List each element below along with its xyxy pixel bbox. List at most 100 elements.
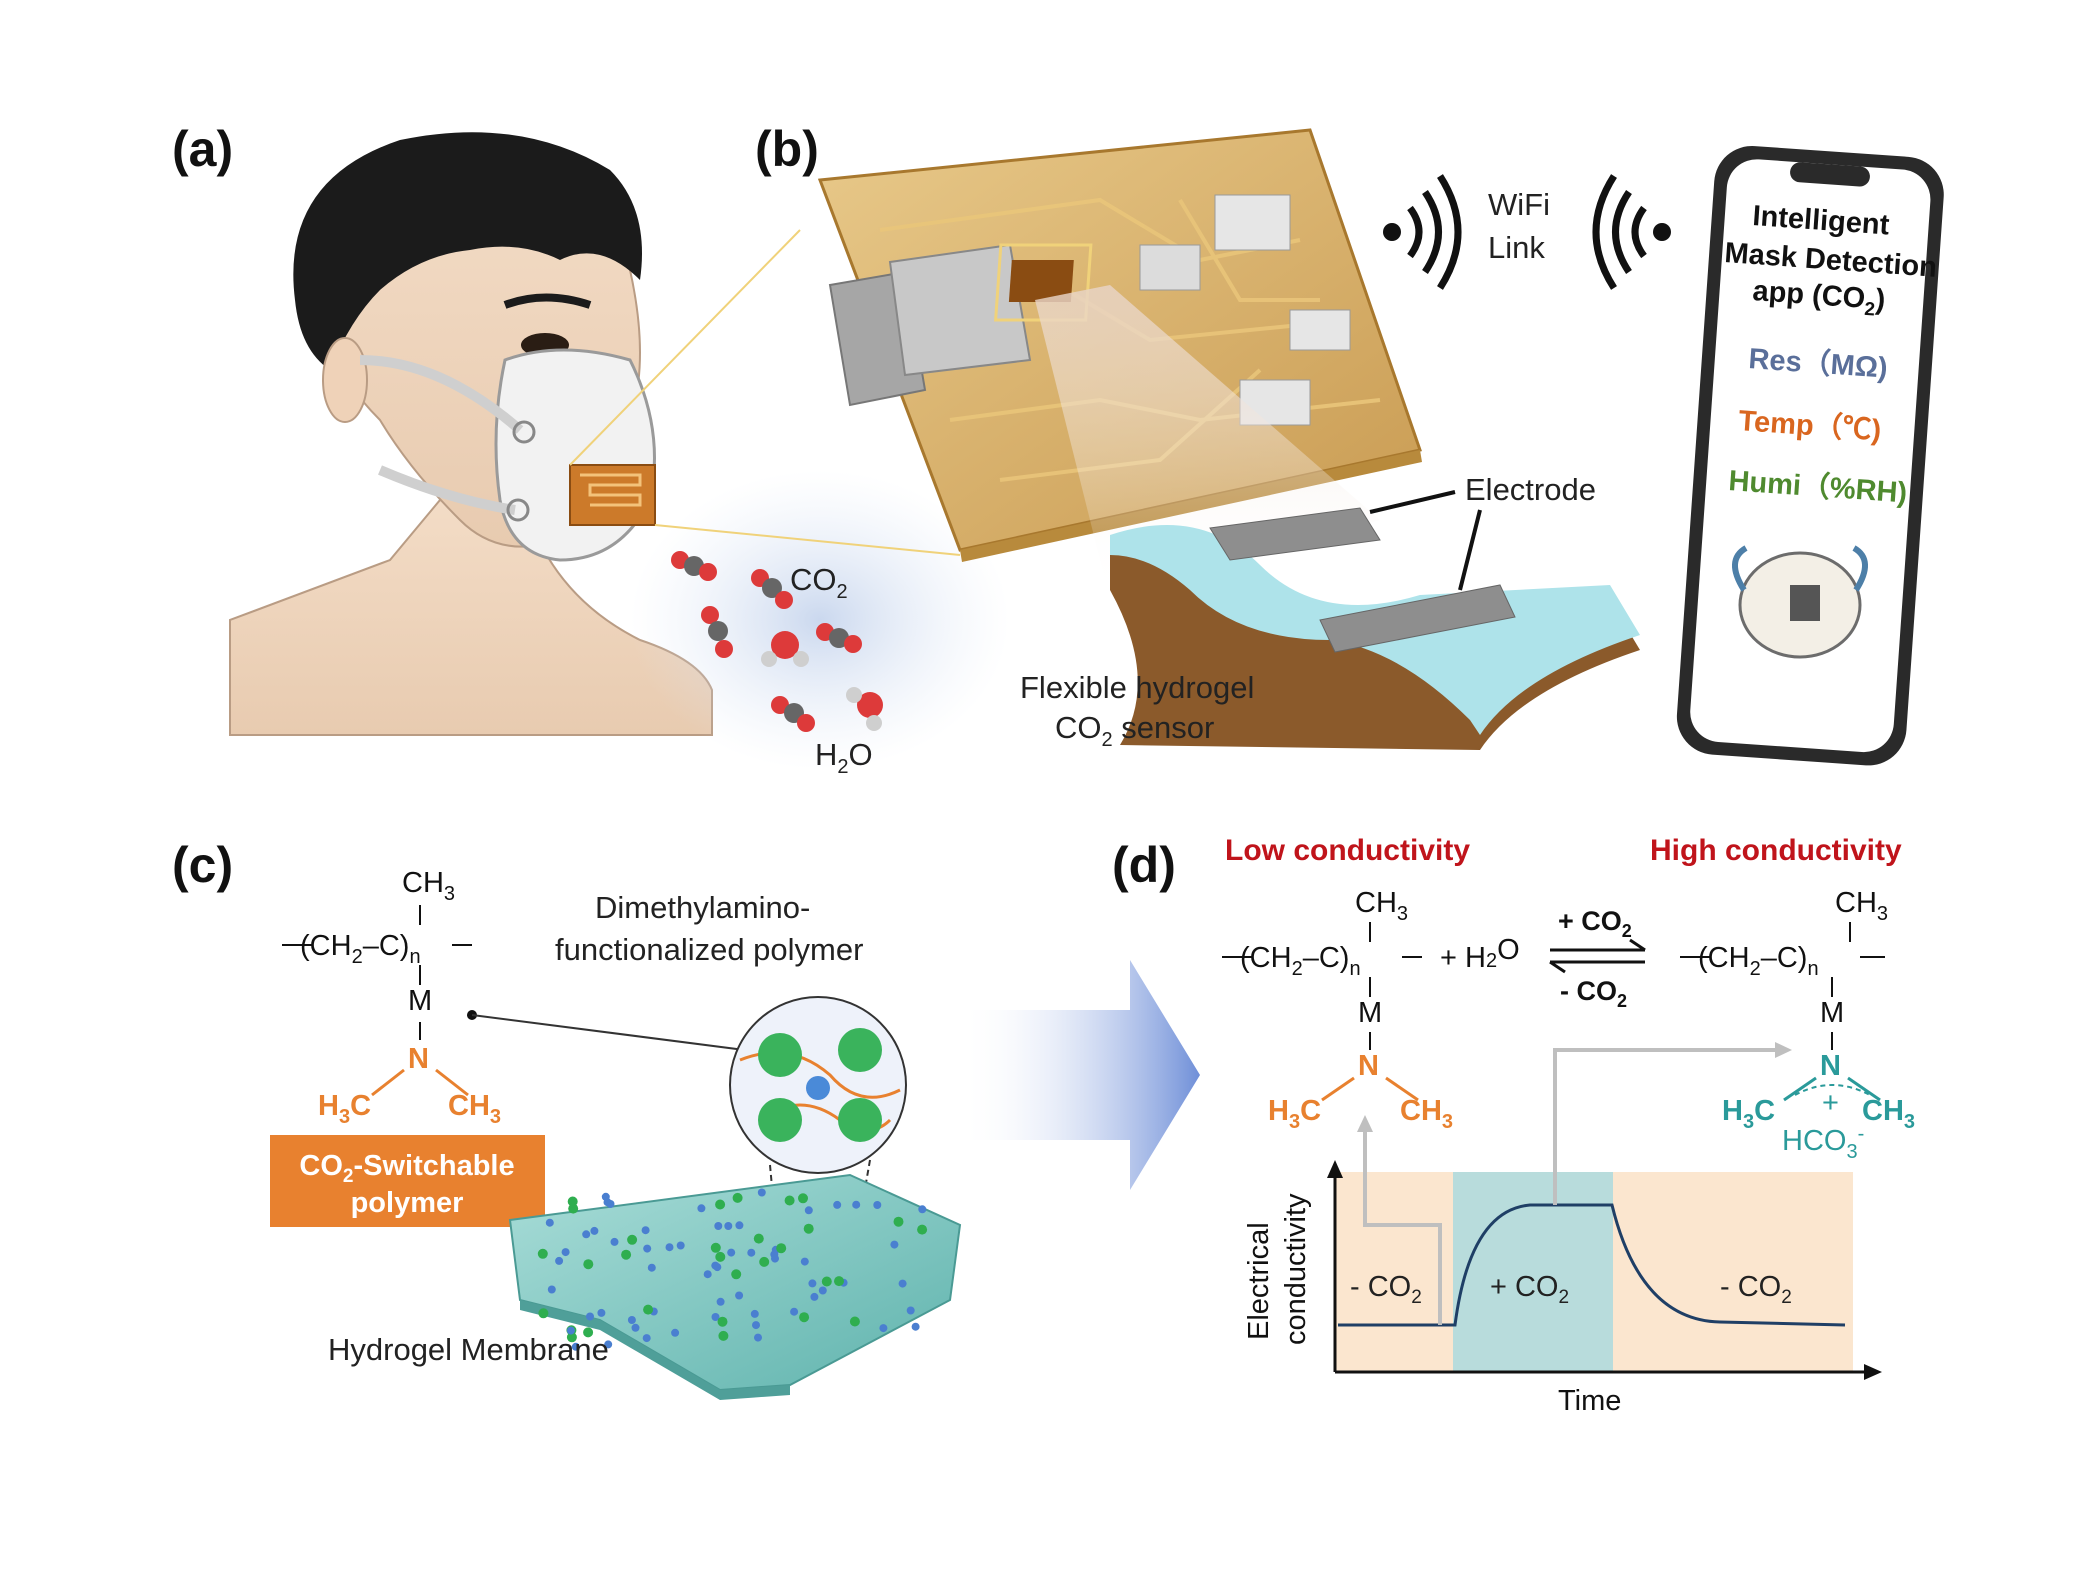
membrane-particle	[808, 1279, 817, 1288]
polymer-desc-line2: functionalized polymer	[555, 932, 863, 967]
membrane-particle	[547, 1285, 556, 1294]
svg-text:H3C: H3C	[1722, 1095, 1775, 1133]
high-conductivity-label: High conductivity	[1650, 834, 1902, 867]
hydrogel-membrane	[508, 1173, 962, 1400]
app-title-line3: app (CO2)	[1751, 275, 1886, 321]
membrane-particle	[732, 1192, 743, 1203]
membrane-particle	[800, 1257, 809, 1266]
reverse-co2-label: - CO2	[1560, 976, 1627, 1011]
membrane-particle	[583, 1259, 594, 1270]
low-conductivity-label: Low conductivity	[1225, 834, 1470, 867]
membrane-particle	[834, 1276, 844, 1287]
svg-text:N: N	[1820, 1050, 1841, 1082]
membrane-particle	[759, 1256, 770, 1267]
membrane-particle	[873, 1201, 882, 1209]
membrane-particle	[747, 1248, 756, 1257]
svg-text:CH3: CH3	[448, 1090, 501, 1128]
electrode-1	[1209, 507, 1381, 561]
electrode-label: Electrode	[1465, 472, 1596, 507]
hair	[293, 132, 642, 370]
polymer-desc-line1: Dimethylamino-	[595, 890, 810, 925]
membrane-particle	[610, 1237, 619, 1246]
conductivity-curve	[1338, 1203, 1846, 1327]
membrane-particle	[879, 1324, 888, 1333]
membrane-particle	[776, 1243, 787, 1254]
flexible-hydrogel-sensor	[1110, 507, 1640, 750]
polymer-pointer-line	[471, 1014, 761, 1053]
membrane-particle	[890, 1240, 899, 1249]
membrane-particle	[731, 1269, 742, 1280]
svg-text:CH3: CH3	[402, 867, 455, 905]
h2o-label: H2O	[815, 737, 873, 778]
svg-text:(CH2–C)n: (CH2–C)n	[300, 930, 421, 968]
membrane-particle	[818, 1286, 827, 1295]
electrode-pointer-1	[1369, 490, 1456, 514]
membrane-particle	[641, 1226, 650, 1235]
membrane-particle	[757, 1188, 766, 1197]
membrane-particle	[571, 1342, 580, 1351]
membrane-particle	[715, 1199, 726, 1210]
membrane-particle	[750, 1309, 759, 1318]
region3-label: - CO2	[1720, 1271, 1792, 1308]
connector-low	[1363, 1125, 1442, 1325]
membrane-particle	[643, 1244, 652, 1253]
x-axis-label: Time	[1558, 1385, 1621, 1417]
membrane-particle	[754, 1333, 762, 1342]
electrode-2	[1319, 584, 1516, 653]
person-illustration	[229, 132, 713, 736]
membrane-particle	[752, 1321, 760, 1330]
svg-text:M: M	[1820, 997, 1844, 1029]
transition-arrow	[960, 960, 1200, 1190]
svg-text:N: N	[408, 1043, 429, 1075]
conductivity-chart: - CO2 + CO2 - CO2 Electrical conductivit…	[1243, 1042, 1882, 1417]
zoom-lines-a-b	[569, 229, 961, 556]
membrane-particle	[718, 1330, 729, 1341]
plus-h2o: + H32O	[1440, 934, 1520, 974]
membrane-particle	[804, 1206, 813, 1215]
panel-c-label: (c)	[172, 837, 233, 893]
svg-text:+: +	[1822, 1087, 1839, 1119]
membrane-particle	[590, 1226, 599, 1235]
co2-switchable-badge	[270, 1135, 545, 1227]
membrane-particle	[917, 1224, 928, 1235]
wifi-signal-right-icon	[1592, 174, 1671, 290]
y-axis-label-line2: conductivity	[1280, 1193, 1312, 1345]
membrane-particle	[906, 1306, 915, 1315]
mask-strap-upper	[359, 355, 524, 434]
membrane-particles	[537, 1188, 928, 1351]
region-minus-co2-2	[1613, 1172, 1853, 1372]
polymer-structure-d-right: CH3 (CH2–C)n M N H3C CH3 + HCO3-	[1680, 887, 1915, 1163]
svg-text:M: M	[408, 985, 432, 1017]
membrane-particle	[715, 1251, 726, 1262]
wifi-module	[888, 243, 1032, 377]
membrane-particle	[671, 1328, 680, 1337]
membrane-particle	[716, 1297, 725, 1306]
equilibrium-arrows: + CO2 - CO2	[1549, 906, 1646, 1011]
membrane-particle	[893, 1216, 904, 1227]
svg-text:H3C: H3C	[1268, 1095, 1321, 1133]
svg-text:CH3: CH3	[1835, 887, 1888, 925]
panel-a-label: (a)	[172, 121, 233, 177]
membrane-particle	[568, 1203, 579, 1214]
wifi-label-line2: Link	[1488, 230, 1545, 265]
membrane-label: Hydrogel Membrane	[328, 1332, 609, 1367]
membrane-particle	[849, 1316, 860, 1327]
panel-d-label: (d)	[1112, 837, 1176, 893]
polymer-structure-c: CH3 (CH2–C)n M N H3C CH3	[282, 867, 501, 1128]
svg-text:CH3: CH3	[1862, 1095, 1915, 1133]
panel-b-label: (b)	[755, 121, 819, 177]
svg-text:(CH2–C)n: (CH2–C)n	[1698, 942, 1819, 980]
breath-cloud	[630, 470, 1010, 770]
membrane-particle	[753, 1233, 764, 1244]
membrane-particle	[597, 1308, 606, 1317]
membrane-particle	[810, 1292, 819, 1301]
membrane-particle	[918, 1205, 927, 1214]
svg-text:(CH2–C)n: (CH2–C)n	[1240, 942, 1361, 980]
membrane-particle	[642, 1334, 651, 1343]
face-mask	[494, 348, 656, 562]
membrane-particle	[727, 1248, 736, 1257]
membrane-particle	[676, 1241, 685, 1250]
eyebrow	[503, 293, 592, 309]
electrode-pointer-2	[1458, 509, 1482, 591]
